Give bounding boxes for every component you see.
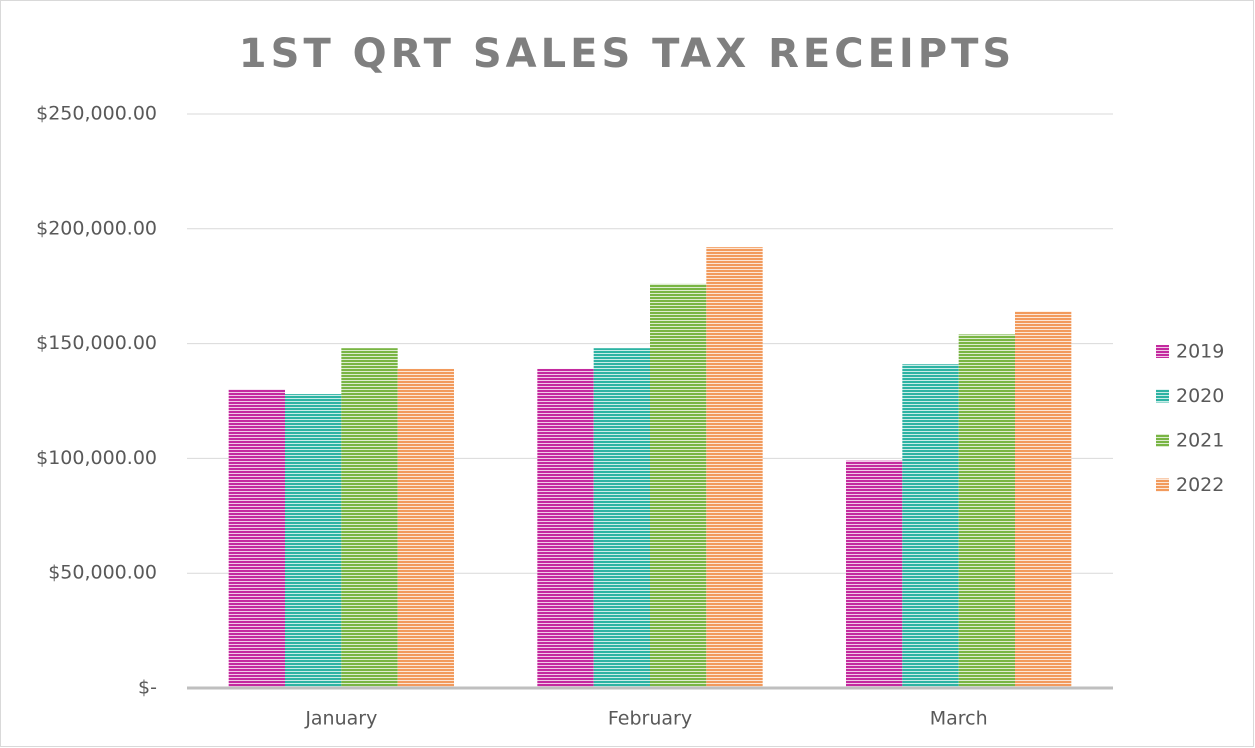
bar <box>593 348 650 688</box>
y-tick-label: $- <box>138 677 157 699</box>
legend-swatch <box>1156 389 1169 403</box>
bar <box>1014 311 1072 688</box>
bar <box>397 368 454 688</box>
y-tick-label: $150,000.00 <box>36 332 157 354</box>
legend-swatch <box>1156 434 1169 447</box>
x-tick-label: February <box>608 708 692 730</box>
bar <box>650 283 707 688</box>
legend-label: 2021 <box>1176 430 1224 452</box>
legend-swatch <box>1156 345 1169 358</box>
bar <box>341 348 398 688</box>
x-tick-label: January <box>304 708 377 730</box>
y-tick-label: $200,000.00 <box>36 217 157 239</box>
bar <box>228 389 286 688</box>
chart-title: 1ST QRT SALES TAX RECEIPTS <box>239 31 1015 77</box>
y-tick-label: $50,000.00 <box>48 562 157 584</box>
bar <box>285 394 342 688</box>
legend-label: 2019 <box>1176 341 1224 363</box>
bar <box>537 368 594 688</box>
bar <box>902 364 959 688</box>
bar <box>846 460 903 688</box>
legend-label: 2022 <box>1176 474 1224 496</box>
y-tick-label: $250,000.00 <box>36 103 157 125</box>
x-tick-label: March <box>930 708 988 730</box>
bar <box>958 334 1015 688</box>
bar <box>706 247 763 688</box>
y-tick-label: $100,000.00 <box>36 447 157 469</box>
legend-swatch <box>1156 478 1169 492</box>
legend-label: 2020 <box>1176 385 1224 407</box>
